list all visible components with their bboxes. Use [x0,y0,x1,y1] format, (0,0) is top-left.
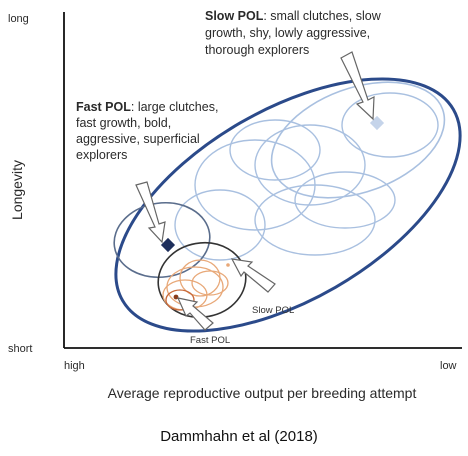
fast-pol-ellipse [113,201,211,279]
population-ellipses-blue [174,92,439,261]
fast-pol-title: Fast POL [76,100,131,114]
slow-pol-callout: Slow POL: small clutches, slow growth, s… [205,9,384,57]
axes [63,12,462,349]
y-axis-title: Longevity [9,160,25,220]
arrows [135,51,375,331]
population-ellipse [179,259,221,297]
fast-pol-inner-label: Fast POL [190,335,230,346]
citation-caption: Dammhahn et al (2018) [160,428,318,445]
population-ellipse [254,184,376,256]
population-ellipse [294,171,396,229]
x-right-label: low [440,360,457,372]
fast-pol-line: explorers [76,148,127,162]
fast-pol-arrow [135,181,166,244]
y-bottom-label: short [8,343,32,355]
population-ellipse [341,92,439,158]
x-axis-title: Average reproductive output per breeding… [108,385,417,401]
slow-pol-line: : small clutches, slow [263,9,381,23]
slow-pol-ellipse [270,81,446,199]
fast-pol-line: aggressive, superficial [76,132,200,146]
fast-pol-inner-marker [173,294,179,300]
slow-pol-inner-label: Slow POL [252,305,294,316]
fast-pol-marker [160,237,176,253]
population-ellipse [174,189,266,261]
population-ellipse [254,124,366,206]
slow-pol-arrow [340,51,375,121]
fast-pol-callout: Fast POL: large clutches, fast growth, b… [76,100,222,162]
slow-pol-line: growth, shy, lowly aggressive, [205,26,370,40]
population-ellipse [191,270,229,296]
slow-pol-inner-arrow [230,258,276,293]
fast-pol-line: fast growth, bold, [76,116,171,130]
population-ellipse [229,119,321,181]
slow-pol-line: thorough explorers [205,43,309,57]
outer-ellipse [114,77,462,333]
fast-pol-inner-arrow [176,297,214,331]
population-ellipse [165,289,195,311]
slow-pol-inner-marker [226,263,230,267]
fast-pol-line: : large clutches, [131,100,219,114]
x-left-label: high [64,360,85,372]
slow-pol-title: Slow POL [205,9,264,23]
y-top-label: long [8,13,29,25]
